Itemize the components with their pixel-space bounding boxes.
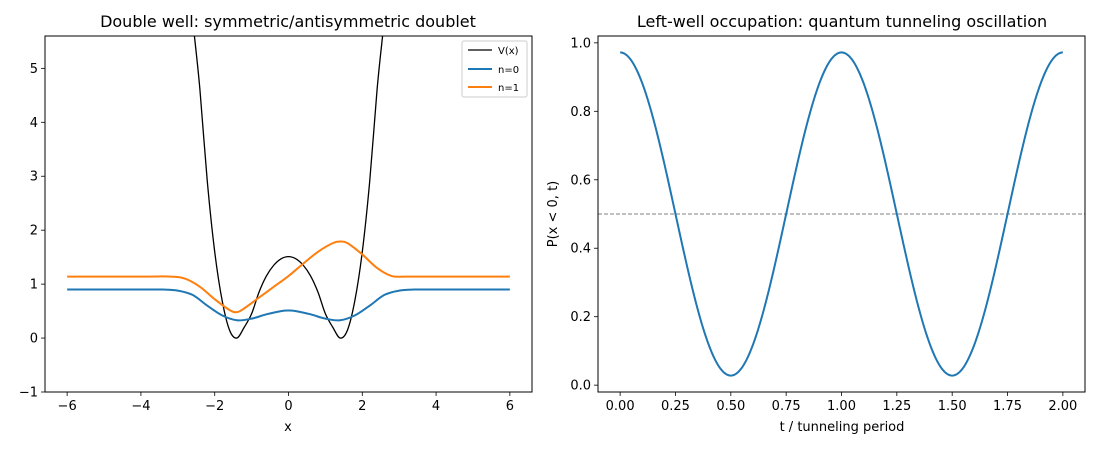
x-tick-label: 4 [432,399,440,414]
legend-label-n0: n=0 [498,65,519,76]
y-tick-label: 1 [30,278,38,293]
tunneling-panel: Left-well occupation: quantum tunneling … [546,12,1086,435]
y-tick-label: −1 [19,386,38,401]
left-x-axis-label: x [284,420,292,435]
y-tick-label: 0 [30,332,38,347]
left-chart-title: Double well: symmetric/antisymmetric dou… [100,12,476,31]
left-axes-frame [44,35,533,393]
y-tick-label: 0.2 [570,310,591,325]
x-tick-label: −4 [131,399,150,414]
x-tick-label: 1.25 [882,399,911,414]
x-tick-label: −2 [205,399,224,414]
left-plot-area [67,36,510,339]
x-tick-label: 2.00 [1048,399,1077,414]
right-axes-frame [597,35,1086,393]
right-axis-ticks: 0.00 0.25 0.50 0.75 1.00 1.25 1.50 1.75 2.00 0.0 0… [570,36,1077,414]
right-x-axis-label: t / tunneling period [780,420,905,435]
y-tick-label: 1.0 [570,36,591,51]
x-tick-label: 0.50 [716,399,745,414]
x-tick-label: 0.00 [606,399,635,414]
x-tick-label: 0.25 [661,399,690,414]
x-tick-label: −6 [58,399,77,414]
legend-box [461,40,528,98]
x-tick-label: 1.00 [827,399,856,414]
legend-label-n1: n=1 [498,83,519,94]
left-legend: V(x) n=0 n=1 [461,40,528,98]
y-tick-label: 0.8 [570,105,591,120]
n1-curve [67,240,510,314]
occupation-curve [620,51,1063,377]
right-plot-area [598,51,1085,377]
x-tick-label: 1.75 [993,399,1022,414]
y-tick-label: 5 [30,62,38,77]
y-tick-label: 4 [30,116,38,131]
double-well-panel: Double well: symmetric/antisymmetric dou… [19,12,533,435]
right-y-axis-label: P(x < 0, t) [546,181,561,247]
potential-curve [193,36,384,339]
right-chart-title: Left-well occupation: quantum tunneling … [637,12,1047,31]
left-axis-ticks: −6 −4 −2 0 2 4 6 −1 0 1 2 3 4 5 [19,62,514,414]
x-tick-label: 6 [506,399,514,414]
x-tick-label: 0 [284,399,292,414]
y-tick-label: 0.4 [570,242,591,257]
y-tick-label: 3 [30,170,38,185]
legend-label-v: V(x) [498,46,519,57]
y-tick-label: 2 [30,224,38,239]
x-tick-label: 2 [358,399,366,414]
y-tick-label: 0.6 [570,173,591,188]
n0-curve [67,288,510,322]
y-tick-label: 0.0 [570,379,591,394]
x-tick-label: 1.50 [938,399,967,414]
x-tick-label: 0.75 [772,399,801,414]
